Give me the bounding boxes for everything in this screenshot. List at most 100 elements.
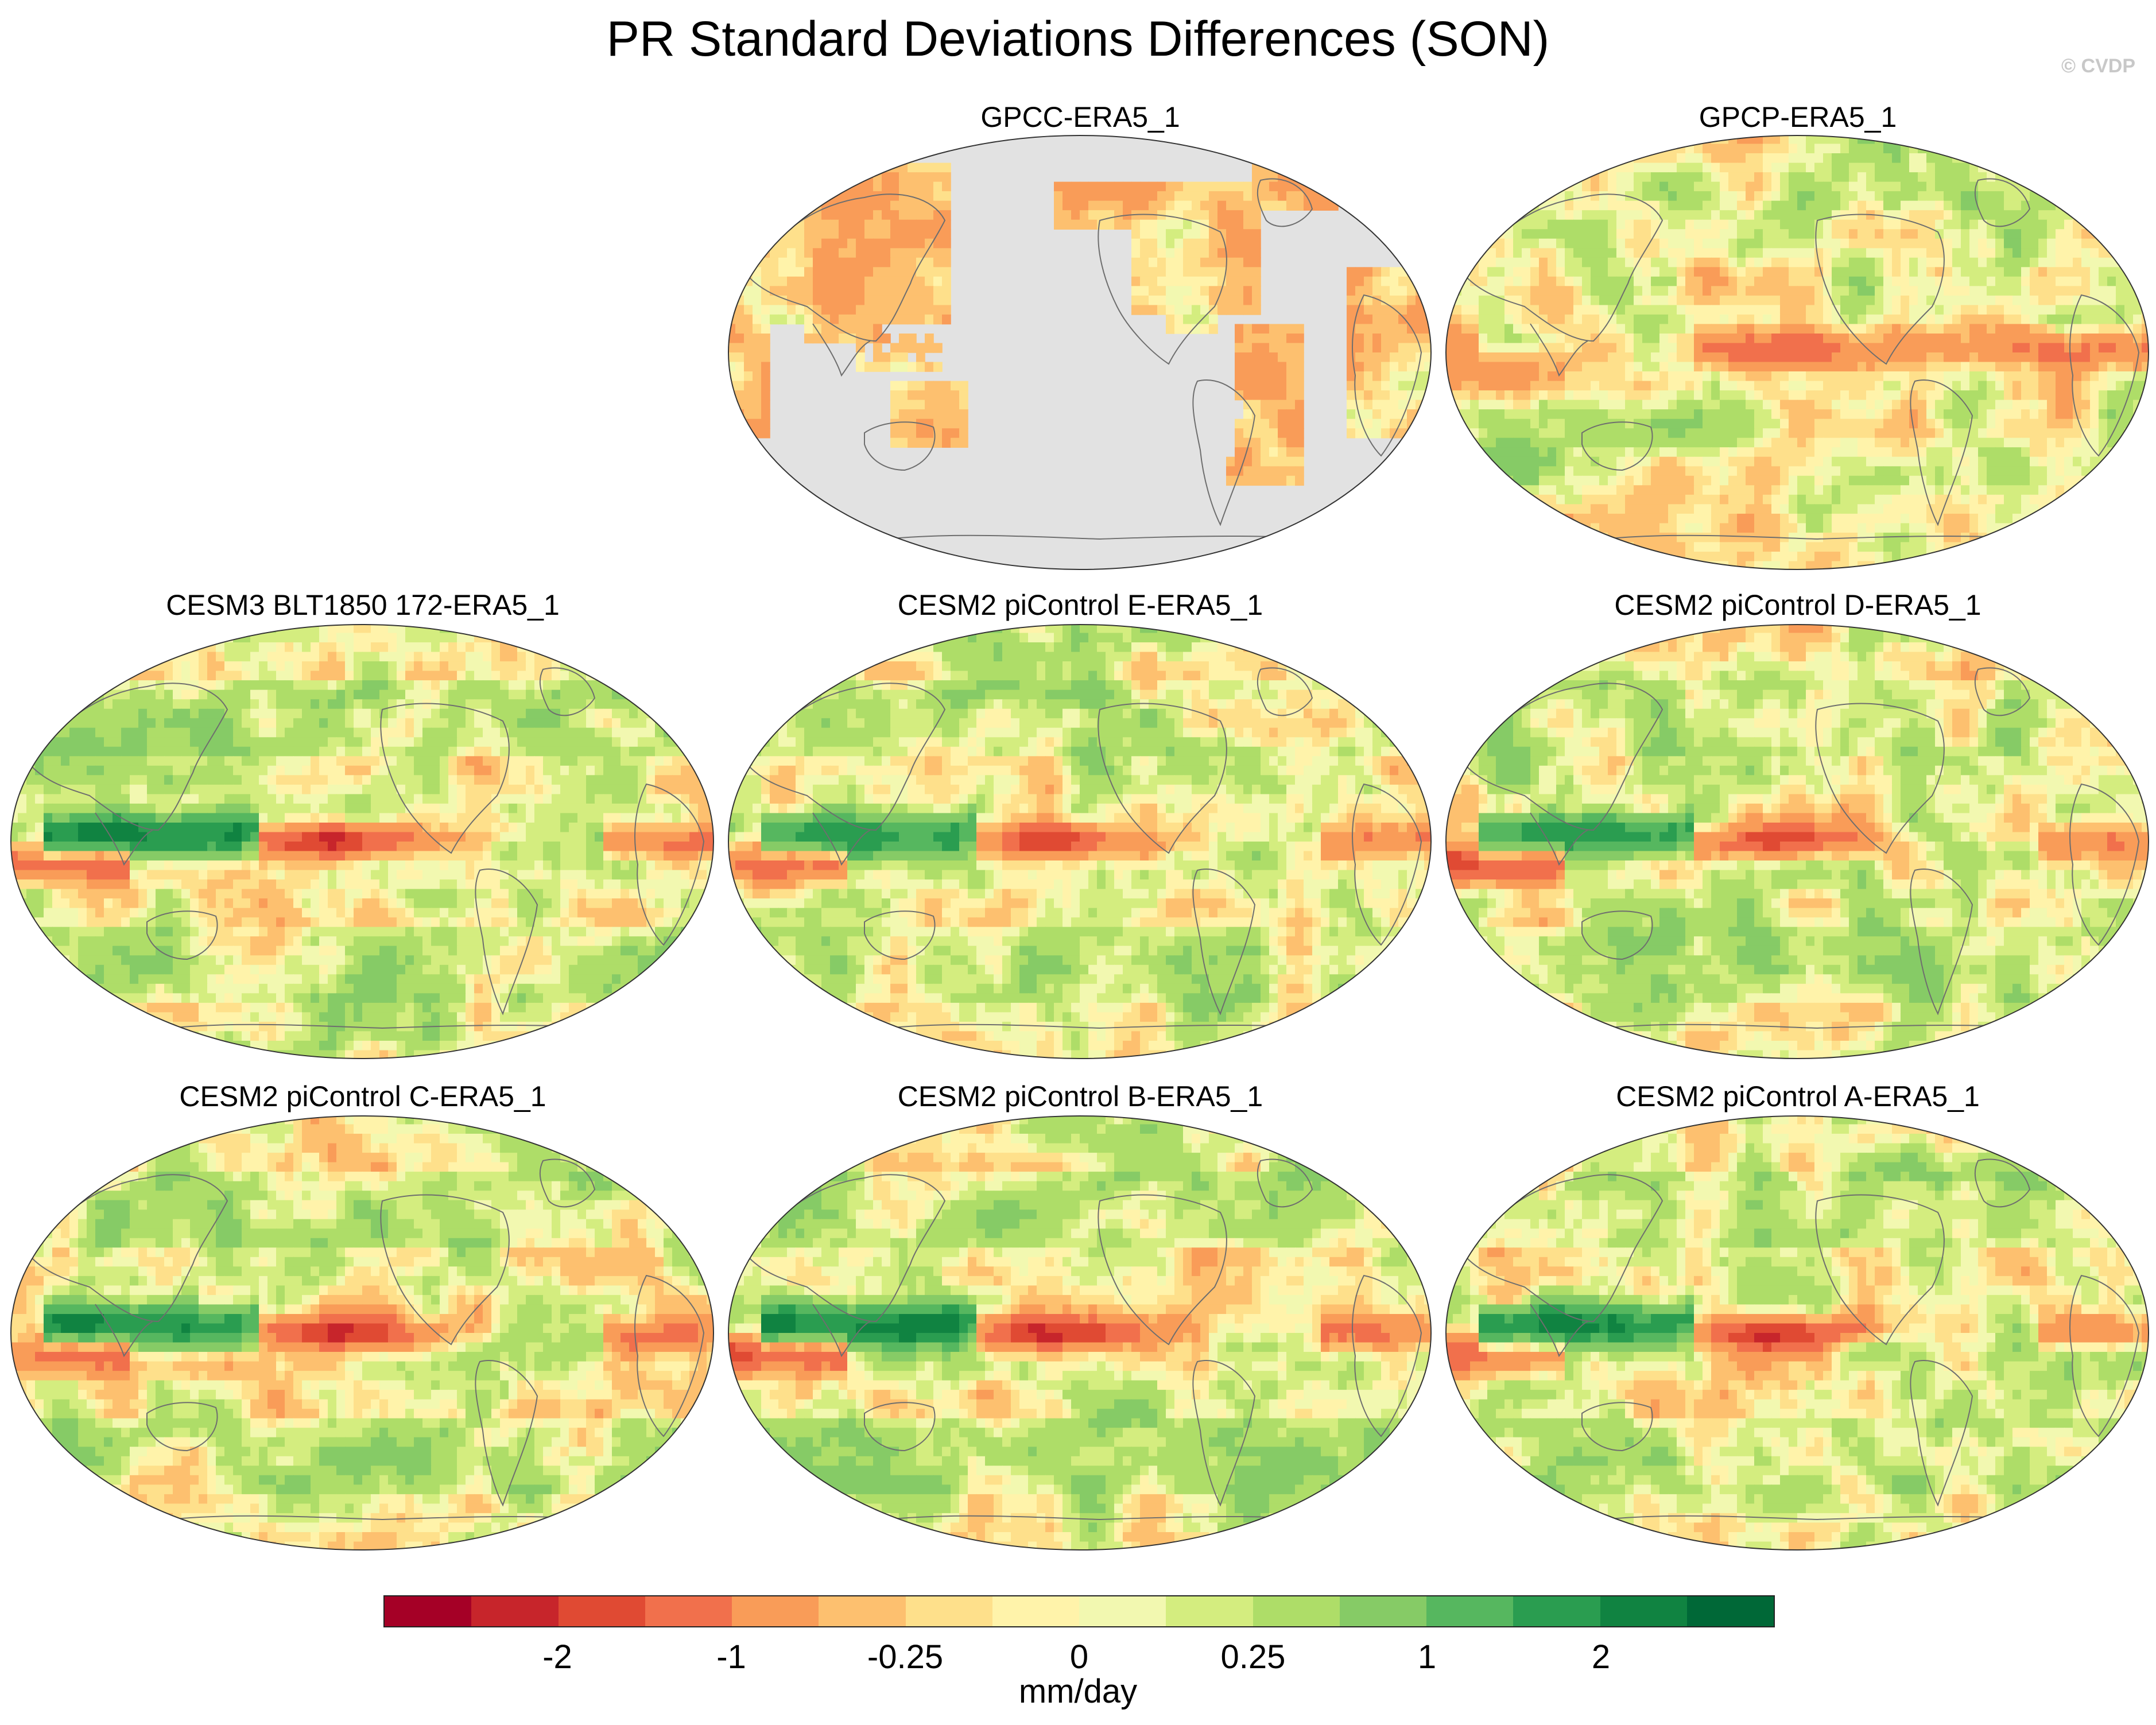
coastline xyxy=(1581,910,1653,960)
coastline xyxy=(539,667,596,716)
map-cesm2-d xyxy=(1445,624,2149,1059)
colorbar-swatch xyxy=(471,1596,559,1626)
coastline xyxy=(1257,1158,1313,1208)
coastline xyxy=(1098,703,1227,854)
map-border xyxy=(728,135,1432,570)
coastline xyxy=(95,1304,153,1358)
map-border xyxy=(10,1115,714,1550)
figure-title: PR Standard Deviations Differences (SON) xyxy=(0,10,2156,68)
coastline xyxy=(1466,1174,1663,1323)
coastline xyxy=(1815,214,1945,365)
colorbar-units: mm/day xyxy=(0,1672,2156,1712)
map-cesm2-e xyxy=(728,624,1432,1059)
coastline xyxy=(95,812,153,866)
coastline xyxy=(1352,1274,1422,1437)
colorbar-swatch xyxy=(819,1596,906,1626)
coastline xyxy=(31,1174,228,1323)
panel-title-gpcp: GPCP-ERA5_1 xyxy=(1442,100,2154,134)
colorbar-swatch xyxy=(1426,1596,1514,1626)
colorbar xyxy=(383,1595,1775,1627)
coastline xyxy=(1910,869,1973,1015)
coastline xyxy=(380,1194,510,1346)
map-border xyxy=(1445,135,2149,570)
coastline xyxy=(864,910,936,960)
colorbar-tick-label: -0.25 xyxy=(867,1637,943,1677)
map-field xyxy=(728,135,1431,569)
coastline xyxy=(749,1174,946,1323)
coastline xyxy=(1910,379,1973,526)
colorbar-swatch xyxy=(645,1596,732,1626)
coastline xyxy=(1815,1194,1945,1346)
colorbar-swatch xyxy=(1686,1596,1774,1626)
coastline xyxy=(2069,294,2140,457)
coastline xyxy=(1192,379,1256,526)
map-border xyxy=(10,624,714,1059)
coastline xyxy=(1466,683,1663,831)
coastline xyxy=(2069,1274,2140,1437)
panel-title-cesm2-a: CESM2 piControl A-ERA5_1 xyxy=(1442,1079,2154,1114)
colorbar-tick-label: 2 xyxy=(1592,1637,1610,1677)
coastlines xyxy=(31,1158,705,1526)
coastline xyxy=(749,683,946,831)
colorbar-swatch xyxy=(1600,1596,1687,1626)
colorbar-swatch xyxy=(732,1596,819,1626)
map-field xyxy=(1446,625,2149,1059)
coastline xyxy=(1098,214,1227,365)
map-gpcp xyxy=(1445,135,2149,570)
colorbar-swatch xyxy=(1166,1596,1253,1626)
colorbar-swatch xyxy=(558,1596,645,1626)
colorbar-tick-label: 1 xyxy=(1418,1637,1436,1677)
colorbar-swatch xyxy=(1253,1596,1340,1626)
coastline xyxy=(1581,1402,1653,1452)
coastline xyxy=(475,1360,538,1507)
coastline xyxy=(1530,323,1588,377)
coastline xyxy=(749,193,946,342)
map-field xyxy=(728,1116,1431,1550)
map-cesm2-a xyxy=(1445,1115,2149,1550)
coastline xyxy=(1257,178,1313,227)
map-field xyxy=(11,625,714,1059)
coastline xyxy=(812,323,871,377)
coastline xyxy=(634,783,705,946)
coastline xyxy=(1974,1158,2031,1208)
map-field xyxy=(728,625,1431,1059)
cvdp-credit: © CVDP xyxy=(2061,55,2135,77)
coastline xyxy=(634,1274,705,1437)
panel-title-cesm2-d: CESM2 piControl D-ERA5_1 xyxy=(1442,588,2154,622)
coastline xyxy=(475,869,538,1015)
coastline xyxy=(146,1402,218,1452)
map-border xyxy=(728,1115,1432,1550)
coastline xyxy=(1974,178,2031,227)
coastline xyxy=(31,683,228,831)
coastline xyxy=(380,703,510,854)
coastlines xyxy=(749,667,1422,1034)
colorbar-tick-label: 0 xyxy=(1070,1637,1088,1677)
map-cesm3-blt1850 xyxy=(10,624,714,1059)
coastline xyxy=(864,421,936,471)
coastline xyxy=(146,910,218,960)
coastline xyxy=(539,1158,596,1208)
colorbar-swatch xyxy=(905,1596,992,1626)
coastline xyxy=(1257,667,1313,716)
map-border xyxy=(1445,624,2149,1059)
coastline xyxy=(1815,703,1945,854)
colorbar-swatch xyxy=(1079,1596,1166,1626)
colorbar-tick-label: 0.25 xyxy=(1221,1637,1286,1677)
coastline xyxy=(1466,193,1663,342)
coastline xyxy=(1192,869,1256,1015)
panel-title-cesm2-c: CESM2 piControl C-ERA5_1 xyxy=(7,1079,719,1114)
coastline xyxy=(1098,1194,1227,1346)
coastline xyxy=(864,1402,936,1452)
coastline xyxy=(812,812,871,866)
map-cesm2-c xyxy=(10,1115,714,1550)
coastlines xyxy=(1466,1158,2140,1526)
coastline xyxy=(1974,667,2031,716)
map-cesm2-b xyxy=(728,1115,1432,1550)
coastline xyxy=(2069,783,2140,946)
panel-title-cesm2-e: CESM2 piControl E-ERA5_1 xyxy=(724,588,1436,622)
coastline xyxy=(1352,783,1422,946)
coastline xyxy=(1910,1360,1973,1507)
colorbar-tick-label: -1 xyxy=(716,1637,746,1677)
coastline xyxy=(1530,1304,1588,1358)
map-field xyxy=(11,1116,714,1550)
